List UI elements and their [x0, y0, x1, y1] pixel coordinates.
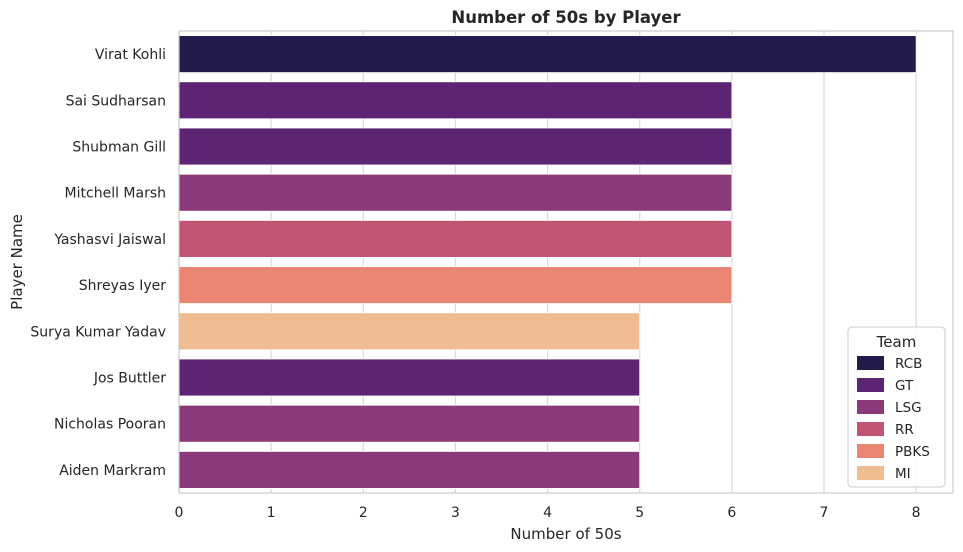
y-tick-labels: Virat Kohli Sai Sudharsan Shubman Gill Mitc…	[30, 47, 166, 479]
y-tick-label: Nicholas Pooran	[54, 417, 166, 433]
legend-swatch	[857, 356, 884, 370]
x-tick-label: 7	[820, 505, 829, 521]
legend-swatch	[857, 444, 884, 458]
plot-frame	[178, 30, 954, 494]
legend-title: Team	[876, 333, 917, 351]
chart-title: Number of 50s by Player	[451, 8, 681, 27]
y-tick-label: Yashasvi Jaiswal	[53, 232, 166, 248]
y-axis-label: Player Name	[8, 214, 26, 310]
legend-swatch	[857, 378, 884, 392]
x-tick-label: 6	[727, 505, 736, 521]
y-tick-label: Shubman Gill	[72, 140, 166, 156]
legend-label: RCB	[895, 356, 922, 372]
legend-label: LSG	[895, 400, 922, 416]
bar	[178, 312, 641, 351]
x-tick-label: 0	[175, 505, 184, 521]
x-axis-label: Number of 50s	[510, 525, 621, 543]
legend-swatch	[857, 422, 884, 436]
legend-entries: RCB GT LSG RR PBKS MI	[857, 356, 930, 482]
legend: Team RCB GT LSG RR PBKS MI	[847, 326, 946, 488]
y-tick-label: Surya Kumar Yadav	[30, 324, 166, 340]
bars	[178, 35, 917, 489]
legend-label: GT	[895, 378, 914, 394]
legend-swatch	[857, 400, 884, 414]
bar	[178, 127, 733, 166]
y-tick-label: Mitchell Marsh	[65, 186, 166, 202]
bar	[178, 404, 641, 443]
bar	[178, 81, 733, 120]
legend-label: PBKS	[895, 444, 930, 460]
y-tick-label: Virat Kohli	[95, 47, 166, 63]
bar	[178, 220, 733, 258]
legend-swatch	[857, 466, 884, 480]
x-tick-label: 4	[543, 505, 552, 521]
x-tick-labels: 0 1 2 3 4 5 6 7 8	[175, 505, 921, 521]
legend-label: MI	[895, 466, 911, 482]
bar	[178, 451, 641, 489]
bar	[178, 173, 733, 212]
y-tick-label: Jos Buttler	[93, 371, 166, 387]
bar	[178, 358, 641, 397]
x-tick-label: 3	[451, 505, 460, 521]
x-tick-label: 1	[267, 505, 276, 521]
x-tick-label: 8	[912, 505, 921, 521]
bar	[178, 35, 917, 73]
y-tick-label: Sai Sudharsan	[66, 93, 166, 109]
x-tick-label: 5	[635, 505, 644, 521]
bar	[178, 266, 733, 304]
x-tick-label: 2	[359, 505, 368, 521]
legend-label: RR	[895, 422, 914, 438]
y-tick-label: Shreyas Iyer	[79, 278, 166, 294]
y-tick-label: Aiden Markram	[59, 463, 166, 479]
